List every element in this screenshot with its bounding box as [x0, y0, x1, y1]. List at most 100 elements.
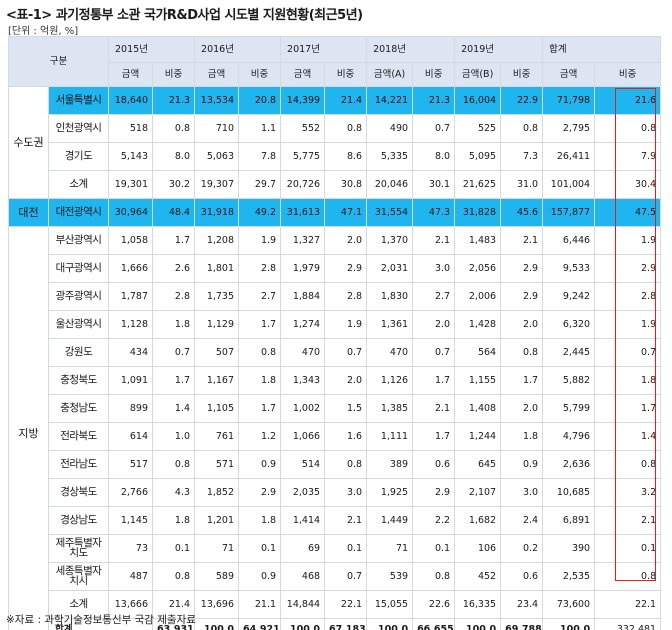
region-label: 인천광역시 [47, 114, 110, 143]
amount-cell: 1,414 [280, 506, 326, 535]
share-cell: 0.7 [152, 338, 196, 367]
amount-cell: 5,063 [194, 142, 240, 171]
amount-cell: 571 [194, 450, 240, 479]
amount-cell: 1,361 [366, 310, 414, 339]
header-total: 합계 [542, 36, 662, 63]
source-note: ※자료 : 과학기술정보통신부 국감 제출자료 [6, 614, 196, 626]
share-cell: 100.0 [194, 618, 240, 630]
amount-cell: 1,449 [366, 506, 414, 535]
share-cell: 100.0 [366, 618, 414, 630]
share-cell: 0.8 [152, 450, 196, 479]
amount-cell: 157,877 [542, 198, 596, 227]
table-row: 충청남도 899 1.4 1,105 1.7 1,002 1.5 1,385 2.1 1,408… [9, 394, 662, 423]
share-cell: 21.1 [238, 590, 282, 619]
amount-cell: 1,327 [280, 226, 326, 255]
amount-cell: 31,554 [366, 198, 414, 227]
amount-cell: 71,798 [542, 86, 596, 115]
share-cell: 0.1 [152, 534, 196, 563]
amount-cell: 73 [108, 534, 154, 563]
amount-cell: 452 [454, 562, 502, 591]
amount-cell: 1,244 [454, 422, 502, 451]
amount-cell: 470 [280, 338, 326, 367]
amount-cell: 1,058 [108, 226, 154, 255]
amount-cell: 6,891 [542, 506, 596, 535]
amount-cell: 2,031 [366, 254, 414, 283]
amount-cell: 507 [194, 338, 240, 367]
amount-cell: 1,370 [366, 226, 414, 255]
share-cell: 22.9 [500, 86, 544, 115]
share-cell: 31.0 [500, 170, 544, 199]
unit-label: [단위 : 억원, %] [8, 26, 79, 37]
amount-cell: 66,655 [412, 618, 456, 630]
share-cell: 0.1 [594, 534, 662, 563]
amount-cell: 761 [194, 422, 240, 451]
share-cell: 8.0 [152, 142, 196, 171]
table-row: 전라북도 614 1.0 761 1.2 1,066 1.6 1,111 1.7 1,244 1.… [9, 422, 662, 451]
share-cell: 47.3 [412, 198, 456, 227]
header-share: 비중 [500, 62, 544, 87]
share-cell: 22.6 [412, 590, 456, 619]
table-row: 전라남도 517 0.8 571 0.9 514 0.8 389 0.6 645 0.9 2,636… [9, 450, 662, 479]
header-share: 비중 [324, 62, 368, 87]
header-amount: 금액 [108, 62, 154, 87]
region-label: 광주광역시 [47, 282, 110, 311]
share-cell: 0.8 [238, 338, 282, 367]
header-amount: 금액 [194, 62, 240, 87]
share-cell: 0.8 [594, 562, 662, 591]
table-row: 울산광역시 1,128 1.8 1,129 1.7 1,274 1.9 1,361 2.0 1,… [9, 310, 662, 339]
amount-cell: 490 [366, 114, 414, 143]
share-cell: 7.8 [238, 142, 282, 171]
table-row: 강원도 434 0.7 507 0.8 470 0.7 470 0.7 564 0.8 2,445 0… [9, 338, 662, 367]
share-cell: 8.6 [324, 142, 368, 171]
share-cell: 2.1 [500, 226, 544, 255]
table-row: 경상남도 1,145 1.8 1,201 1.8 1,414 2.1 1,449 2.2 1,6… [9, 506, 662, 535]
share-cell: 1.8 [238, 366, 282, 395]
group-label-local: 지방 [8, 226, 49, 630]
amount-cell: 390 [542, 534, 596, 563]
share-cell: 3.0 [412, 254, 456, 283]
share-cell: 21.3 [412, 86, 456, 115]
table-row: 소계 19,301 30.2 19,307 29.7 20,726 30.8 20,046 3… [9, 170, 662, 199]
share-cell: 1.7 [594, 394, 662, 423]
share-cell: 0.8 [500, 114, 544, 143]
rnd-support-table: 구분 2015년 2016년 2017년 2018년 2019년 합계 금액 비… [7, 36, 662, 630]
amount-cell: 106 [454, 534, 502, 563]
amount-cell: 15,055 [366, 590, 414, 619]
amount-cell: 614 [108, 422, 154, 451]
amount-cell: 389 [366, 450, 414, 479]
share-cell: 1.4 [152, 394, 196, 423]
amount-cell: 2,107 [454, 478, 502, 507]
header-year: 2019년 [454, 36, 544, 63]
amount-cell: 18,640 [108, 86, 154, 115]
amount-cell: 101,004 [542, 170, 596, 199]
amount-cell: 31,828 [454, 198, 502, 227]
share-cell: 1.9 [594, 310, 662, 339]
amount-cell: 518 [108, 114, 154, 143]
share-cell: 2.0 [324, 366, 368, 395]
share-cell: 2.9 [412, 478, 456, 507]
amount-cell: 332,481 [594, 618, 662, 630]
share-cell: 2.7 [238, 282, 282, 311]
amount-cell: 470 [366, 338, 414, 367]
amount-cell: 1,884 [280, 282, 326, 311]
amount-cell: 31,918 [194, 198, 240, 227]
amount-cell: 63,931 [152, 618, 196, 630]
amount-cell: 67,183 [324, 618, 368, 630]
share-cell: 1.7 [238, 394, 282, 423]
amount-cell: 1,343 [280, 366, 326, 395]
amount-cell: 5,799 [542, 394, 596, 423]
share-cell: 23.4 [500, 590, 544, 619]
share-cell: 1.7 [152, 226, 196, 255]
share-cell: 48.4 [152, 198, 196, 227]
share-cell: 21.3 [152, 86, 196, 115]
group-label-capital: 수도권 [8, 86, 49, 199]
header-year-row: 구분 2015년 2016년 2017년 2018년 2019년 합계 [7, 36, 662, 87]
share-cell: 0.7 [412, 114, 456, 143]
amount-cell: 525 [454, 114, 502, 143]
header-year: 2015년 [108, 36, 196, 63]
amount-cell: 19,301 [108, 170, 154, 199]
region-label: 울산광역시 [47, 310, 110, 339]
share-cell: 8.0 [412, 142, 456, 171]
share-cell: 2.0 [500, 310, 544, 339]
header-share: 비중 [152, 62, 196, 87]
